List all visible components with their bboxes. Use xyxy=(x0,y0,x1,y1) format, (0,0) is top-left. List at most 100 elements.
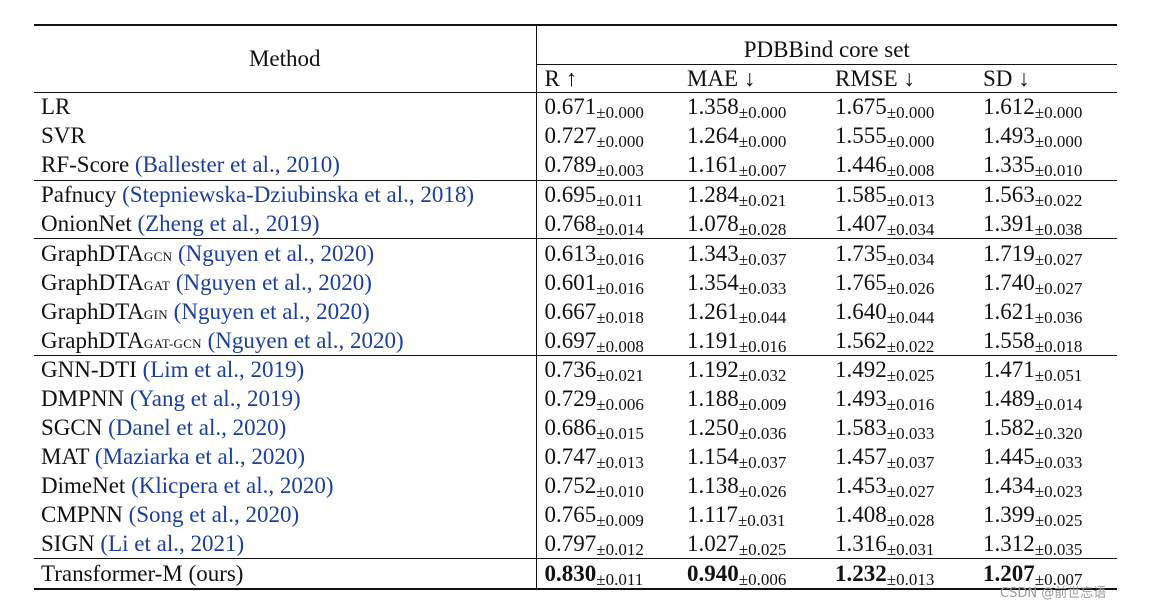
citation-link[interactable]: (Li et al., 2021) xyxy=(100,530,245,556)
metric-std: ±0.000 xyxy=(596,132,644,152)
metric-std: ±0.034 xyxy=(886,220,935,239)
metric-std: ±0.000 xyxy=(886,132,935,152)
metric-value: 1.489 xyxy=(983,386,1035,412)
metric-value: 1.735 xyxy=(835,240,887,266)
table-row: GraphDTAGAT-GCN (Nguyen et al., 2020) 0.6… xyxy=(34,326,1117,356)
metric-cell: 1.358±0.000 xyxy=(679,91,827,122)
method-cell: SIGN (Li et al., 2021) xyxy=(34,529,537,559)
metric-cell: 0.613±0.016 xyxy=(536,238,679,269)
method-name: SVR xyxy=(41,123,86,149)
citation-link[interactable]: (Nguyen et al., 2020) xyxy=(173,298,370,324)
metric-std: ±0.018 xyxy=(1034,336,1083,356)
method-cell: SVR xyxy=(34,121,537,151)
metric-value: 1.583 xyxy=(835,415,887,441)
metric-cell: 1.675±0.000 xyxy=(827,91,975,123)
metric-cell: 1.453±0.027 xyxy=(827,472,975,501)
metric-value: 0.736 xyxy=(544,357,597,383)
citation-link[interactable]: (Nguyen et al., 2020) xyxy=(175,269,372,295)
metric-cell: 0.752±0.010 xyxy=(536,472,679,501)
citation-link[interactable]: (Nguyen et al., 2020) xyxy=(207,327,404,353)
citation-link[interactable]: (Nguyen et al., 2020) xyxy=(178,240,375,266)
metric-value: 1.765 xyxy=(835,269,887,295)
metric-std: ±0.033 xyxy=(1034,453,1083,473)
method-name: DMPNN xyxy=(41,386,125,412)
metric-value: 1.354 xyxy=(687,269,739,295)
metric-std: ±0.035 xyxy=(1034,539,1083,559)
citation-link[interactable]: (Song et al., 2020) xyxy=(128,501,300,527)
metric-value: 1.585 xyxy=(835,182,887,208)
metric-cell: 0.940±0.006 xyxy=(679,558,827,590)
metric-cell: 1.719±0.027 xyxy=(975,238,1118,269)
metric-cell: 1.457±0.037 xyxy=(827,443,975,472)
metric-value: 0.729 xyxy=(544,386,597,412)
metric-value: 1.312 xyxy=(983,530,1035,556)
metric-std: ±0.023 xyxy=(1034,482,1083,502)
metric-cell: 1.446±0.008 xyxy=(827,151,975,180)
citation-link[interactable]: (Klicpera et al., 2020) xyxy=(131,473,334,499)
metric-std: ±0.010 xyxy=(596,482,644,502)
metric-cell: 0.695±0.011 xyxy=(536,179,679,210)
metric-std: ±0.013 xyxy=(596,453,644,473)
metric-std: ±0.018 xyxy=(596,307,644,327)
metric-value: 0.601 xyxy=(544,269,597,295)
method-cell: OnionNet (Zheng et al., 2019) xyxy=(34,209,537,239)
metric-value: 1.284 xyxy=(687,182,739,208)
metric-cell: 0.727±0.000 xyxy=(536,122,679,151)
metric-std: ±0.016 xyxy=(738,336,787,356)
metric-std: ±0.000 xyxy=(1034,132,1083,152)
table-row: RF-Score (Ballester et al., 2010) 0.789±0… xyxy=(34,150,1117,180)
metric-value: 0.671 xyxy=(544,94,597,120)
method-column-header: Method xyxy=(34,25,537,93)
metric-value: 1.335 xyxy=(983,152,1035,178)
metric-value: 1.740 xyxy=(983,269,1035,295)
citation-link[interactable]: (Danel et al., 2020) xyxy=(108,415,287,441)
metric-value: 1.192 xyxy=(687,357,739,383)
method-cell: Pafnucy (Stepniewska-Dziubinska et al., … xyxy=(34,179,537,210)
citation-link[interactable]: (Maziarka et al., 2020) xyxy=(94,444,306,470)
metric-cell: 1.640±0.044 xyxy=(827,297,975,327)
metric-cell: 1.765±0.026 xyxy=(827,268,975,298)
method-cell: Transformer-M (ours) xyxy=(34,558,537,590)
citation-link[interactable]: (Zheng et al., 2019) xyxy=(137,211,320,236)
metric-std: ±0.006 xyxy=(596,395,644,415)
metric-cell: 1.612±0.000 xyxy=(975,91,1118,122)
metric-cell: 0.729±0.006 xyxy=(536,385,679,414)
metric-value: 1.563 xyxy=(983,182,1035,208)
table-row: SIGN (Li et al., 2021) 0.797±0.012 1.027±0… xyxy=(34,529,1117,559)
metric-value: 1.358 xyxy=(687,94,739,120)
metric-value: 0.752 xyxy=(544,473,597,499)
metric-std: ±0.013 xyxy=(886,191,935,211)
metric-value: 1.407 xyxy=(835,211,887,236)
metric-std: ±0.027 xyxy=(1034,278,1083,298)
metric-value: 1.117 xyxy=(687,501,738,527)
metric-value: 1.154 xyxy=(687,444,739,470)
metric-value: 1.562 xyxy=(835,327,887,353)
metric-cell: 1.391±0.038 xyxy=(975,210,1117,239)
metric-std: ±0.000 xyxy=(886,103,935,123)
metric-std: ±0.015 xyxy=(596,424,644,444)
metric-value: 1.555 xyxy=(835,123,887,149)
metric-cell: 0.768±0.014 xyxy=(536,210,679,239)
metric-cell: 1.555±0.000 xyxy=(827,122,975,151)
metric-cell: 1.188±0.009 xyxy=(679,385,827,414)
metric-cell: 1.558±0.018 xyxy=(975,326,1117,356)
metric-std: ±0.031 xyxy=(737,510,786,530)
metric-value: 1.191 xyxy=(687,327,739,353)
metric-cell: 0.667±0.018 xyxy=(536,297,679,327)
metric-value: 1.188 xyxy=(687,386,739,412)
citation-link[interactable]: (Yang et al., 2019) xyxy=(129,386,301,412)
method-name: LR xyxy=(41,94,71,120)
table-row: GNN-DTI (Lim et al., 2019) 0.736±0.021 1.1… xyxy=(34,355,1118,385)
table-row: CMPNN (Song et al., 2020) 0.765±0.009 1.11… xyxy=(34,500,1117,530)
citation-link[interactable]: (Stepniewska-Dziubinska et al., 2018) xyxy=(122,182,475,208)
metric-value: 1.457 xyxy=(835,444,887,470)
metric-cell: 0.601±0.016 xyxy=(536,268,679,298)
metric-value: 0.789 xyxy=(544,152,597,178)
metric-std: ±0.012 xyxy=(596,539,644,559)
metric-value: 1.471 xyxy=(983,357,1035,383)
results-table-container: Method PDBBind core set R ↑ MAE ↓ RMSE ↓… xyxy=(34,24,1118,590)
method-cell: SGCN (Danel et al., 2020) xyxy=(34,413,537,443)
metric-std: ±0.320 xyxy=(1034,424,1083,444)
citation-link[interactable]: (Lim et al., 2019) xyxy=(142,357,305,383)
citation-link[interactable]: (Ballester et al., 2010) xyxy=(134,152,340,178)
